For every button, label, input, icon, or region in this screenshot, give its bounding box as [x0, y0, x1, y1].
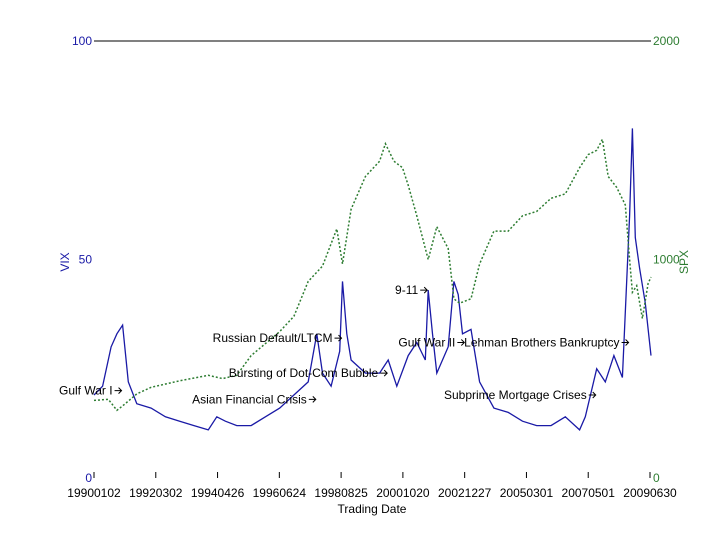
annotation-arrow	[114, 387, 123, 394]
right-tick-label: 2000	[653, 34, 680, 48]
x-tick-label: 19980825	[314, 486, 368, 500]
left-tick-label: 100	[72, 34, 92, 48]
x-tick-label: 19900102	[67, 486, 121, 500]
annotation-arrow	[588, 391, 597, 399]
annotation-label: Subprime Mortgage Crises	[444, 388, 587, 402]
annotation-label: Asian Financial Crisis	[192, 392, 307, 406]
annotation-label: Lehman Brothers Bankruptcy	[464, 336, 619, 350]
annotation-arrow	[308, 395, 317, 403]
annotation-label: Gulf War II	[398, 336, 455, 350]
right-tick-label: 1000	[653, 253, 680, 267]
x-tick-label: 20001020	[376, 486, 430, 500]
annotation-arrow	[334, 334, 343, 342]
left-tick-label: 50	[79, 253, 93, 267]
right-axis-label: SPX	[677, 250, 691, 274]
annotations-layer: Gulf War I Asian Financial Crisis Russian …	[59, 283, 630, 406]
annotation-arrow	[420, 286, 428, 294]
series-layer	[93, 128, 652, 431]
annotation-label: Gulf War I	[59, 384, 113, 398]
annotation-label: 9-11	[395, 283, 418, 297]
x-tick-label: 19960624	[253, 486, 307, 500]
series-line-vix	[93, 128, 652, 431]
annotation-label: Russian Default/LTCM	[213, 331, 333, 345]
x-tick-label: 20070501	[562, 486, 616, 500]
annotation-label: Bursting of Dot-Com Bubble	[229, 366, 379, 380]
x-tick-label: 20050301	[500, 486, 554, 500]
left-axis-ticks: 0 50 100	[72, 34, 92, 485]
annotation-arrow	[621, 339, 630, 346]
x-tick-label: 19920302	[129, 486, 183, 500]
x-tick-label: 20021227	[438, 486, 492, 500]
annotation-arrow	[380, 369, 388, 377]
series-line-spx	[93, 136, 652, 412]
x-axis-ticks: 19900102 19920302 19940426 19960624 19980825…	[67, 472, 677, 500]
left-axis-label: VIX	[58, 252, 72, 271]
x-tick-label: 20090630	[623, 486, 677, 500]
annotation-arrow	[457, 339, 466, 346]
x-axis-label: Trading Date	[338, 502, 407, 516]
right-axis-ticks: 0 1000 2000	[653, 34, 680, 485]
right-tick-label: 0	[653, 471, 660, 485]
x-tick-label: 19940426	[191, 486, 245, 500]
left-tick-label: 0	[85, 471, 92, 485]
